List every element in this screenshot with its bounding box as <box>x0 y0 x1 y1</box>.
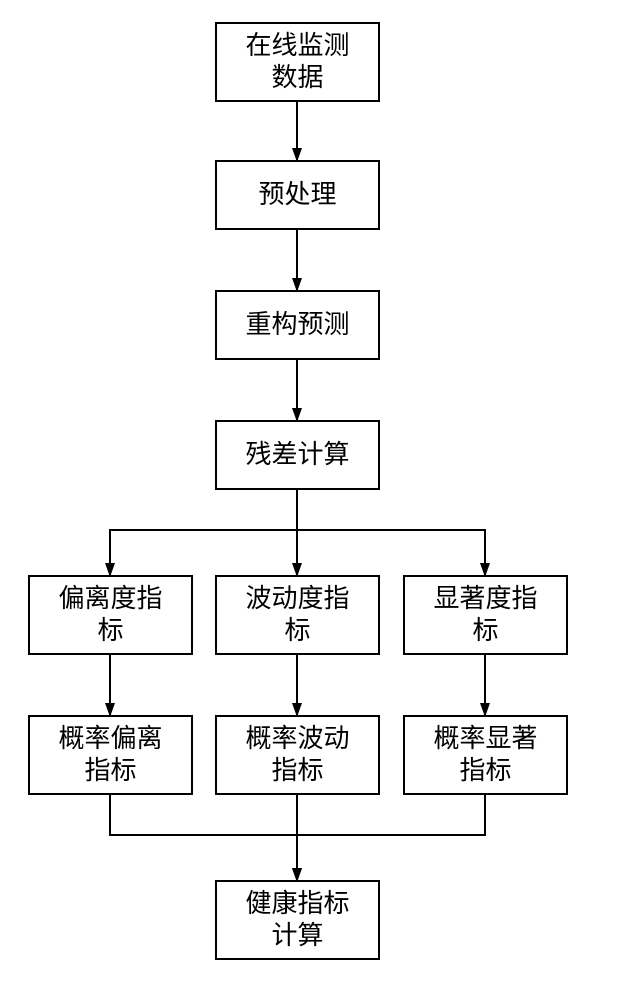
flowchart-node-label: 偏离度指标 <box>58 583 162 648</box>
flowchart-node-n6c: 概率显著指标 <box>403 715 568 795</box>
flowchart-node-label: 健康指标计算 <box>245 888 349 953</box>
flowchart-node-label: 重构预测 <box>245 309 349 342</box>
flowchart-node-label: 在线监测数据 <box>245 30 349 95</box>
flowchart-edge-n6c-n7 <box>297 795 485 880</box>
flowchart-node-label: 概率显著指标 <box>433 723 537 788</box>
flowchart-node-label: 概率波动指标 <box>245 723 349 788</box>
flowchart-edge-n4-n5c <box>297 490 485 575</box>
flowchart-node-label: 预处理 <box>258 179 336 212</box>
flowchart-node-label: 显著度指标 <box>433 583 537 648</box>
flowchart-node-n5c: 显著度指标 <box>403 575 568 655</box>
flowchart-node-n6b: 概率波动指标 <box>215 715 380 795</box>
flowchart-node-label: 波动度指标 <box>245 583 349 648</box>
flowchart-node-n3: 重构预测 <box>215 290 380 360</box>
flowchart-node-n7: 健康指标计算 <box>215 880 380 960</box>
flowchart-node-n1: 在线监测数据 <box>215 22 380 102</box>
flowchart-node-label: 概率偏离指标 <box>58 723 162 788</box>
flowchart-node-n5a: 偏离度指标 <box>28 575 193 655</box>
flowchart-edges <box>0 0 623 1000</box>
flowchart-node-n5b: 波动度指标 <box>215 575 380 655</box>
flowchart-edge-n4-n5a <box>110 490 297 575</box>
flowchart-node-label: 残差计算 <box>245 439 349 472</box>
flowchart-node-n4: 残差计算 <box>215 420 380 490</box>
flowchart-node-n6a: 概率偏离指标 <box>28 715 193 795</box>
flowchart-node-n2: 预处理 <box>215 160 380 230</box>
flowchart-edge-n6a-n7 <box>110 795 297 880</box>
